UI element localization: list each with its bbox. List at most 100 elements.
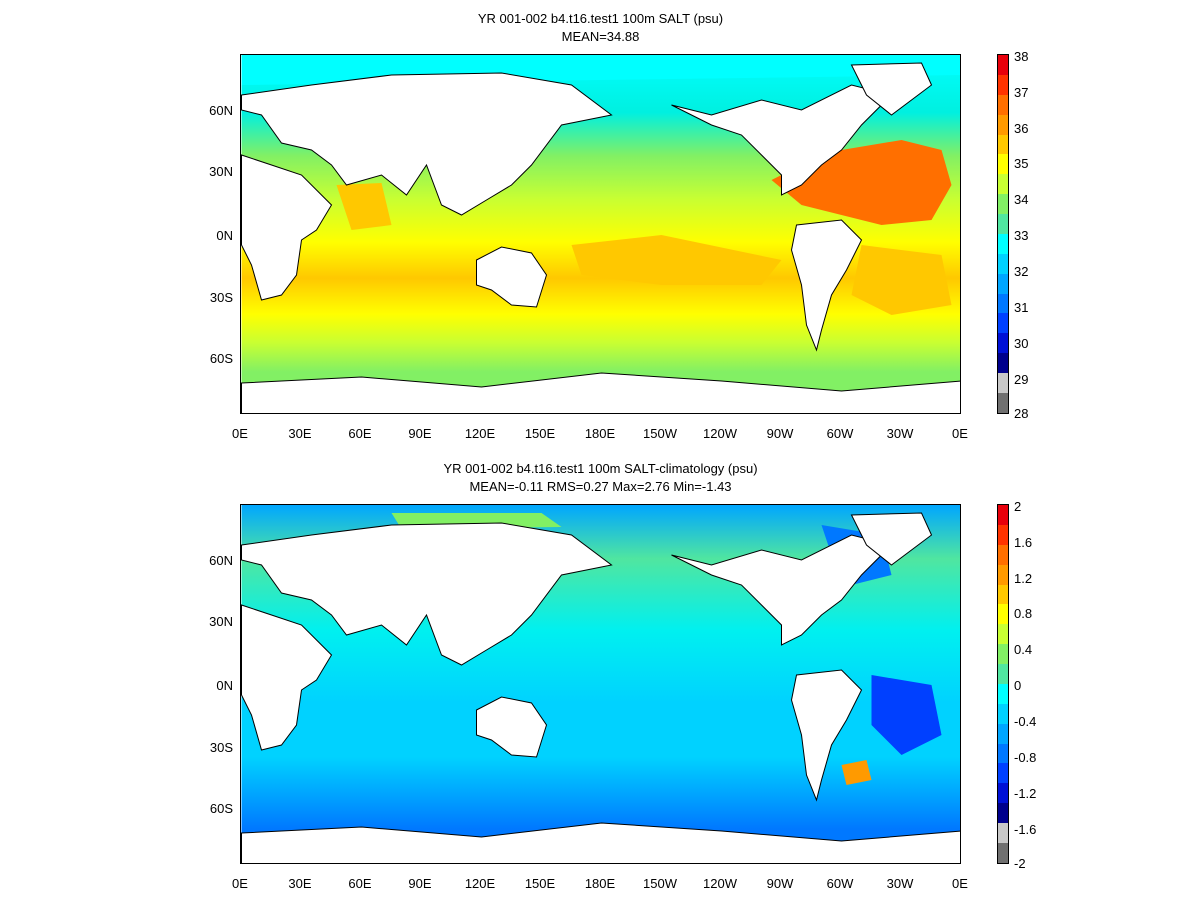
lon-label: 180E <box>584 876 616 891</box>
lat-label: 30S <box>209 740 233 755</box>
colorbar <box>997 54 1009 414</box>
colorbar <box>997 504 1009 864</box>
lon-label: 0E <box>232 876 248 891</box>
map-svg <box>241 505 960 863</box>
lon-label: 60W <box>826 426 854 441</box>
lat-label: 60S <box>209 351 233 366</box>
colorbar-segment <box>998 644 1008 664</box>
salinity-anomaly-map <box>240 504 961 864</box>
colorbar-segment <box>998 214 1008 234</box>
lat-label: 30N <box>209 164 233 179</box>
lat-label: 60N <box>209 103 233 118</box>
lat-label: 60S <box>209 801 233 816</box>
colorbar-segment <box>998 604 1008 625</box>
colorbar-label: 34 <box>1014 192 1029 207</box>
colorbar-segment <box>998 842 1008 863</box>
colorbar-segment <box>998 253 1008 274</box>
landmass-greenland <box>850 62 933 116</box>
south-atlantic-negative-anomaly <box>871 675 942 755</box>
south-atlantic-positive-anomaly <box>841 760 872 785</box>
lon-label: 120W <box>703 426 737 441</box>
landmass-africa <box>241 604 333 751</box>
colorbar-segment <box>998 373 1008 393</box>
colorbar-segment <box>998 783 1008 804</box>
colorbar-segment <box>998 353 1008 373</box>
colorbar-label: -1.6 <box>1014 822 1037 837</box>
lon-label: 120W <box>703 876 737 891</box>
lon-label: 90W <box>766 426 794 441</box>
colorbar-segment <box>998 803 1008 823</box>
colorbar-label: 36 <box>1014 121 1029 136</box>
colorbar-segment <box>998 624 1008 645</box>
colorbar-segment <box>998 174 1008 195</box>
colorbar-segment <box>998 74 1008 95</box>
landmass-australia <box>476 246 548 308</box>
colorbar-label: 37 <box>1014 85 1029 100</box>
colorbar-segment <box>998 505 1008 525</box>
map-svg <box>241 55 960 413</box>
arabian-sea-high-salinity-region <box>336 183 392 230</box>
colorbar-label: -1.2 <box>1014 786 1037 801</box>
colorbar-segment <box>998 683 1008 704</box>
colorbar-label: 33 <box>1014 228 1029 243</box>
colorbar-segment <box>998 154 1008 175</box>
lat-label: 30N <box>209 614 233 629</box>
landmass-north-america <box>671 84 893 196</box>
salinity-map <box>240 54 961 414</box>
colorbar-label: 31 <box>1014 300 1029 315</box>
lon-label: 0E <box>952 876 968 891</box>
colorbar-segment <box>998 703 1008 724</box>
colorbar-label: -0.4 <box>1014 714 1037 729</box>
landmass-south-america <box>790 669 863 802</box>
lon-label: 150W <box>643 876 677 891</box>
colorbar-label: 35 <box>1014 156 1029 171</box>
colorbar-segment <box>998 233 1008 254</box>
land <box>241 62 960 413</box>
colorbar-label: 30 <box>1014 336 1029 351</box>
colorbar-segment <box>998 763 1008 784</box>
colorbar-label: 1.6 <box>1014 535 1033 550</box>
panel-subtitle: MEAN=-0.11 RMS=0.27 Max=2.76 Min=-1.43 <box>469 479 732 494</box>
colorbar-label: 28 <box>1014 406 1029 421</box>
lon-label: 0E <box>232 426 248 441</box>
colorbar-segment <box>998 94 1008 115</box>
lon-label: 0E <box>952 426 968 441</box>
panel-subtitle: MEAN=34.88 <box>561 29 640 44</box>
lat-label: 30S <box>209 290 233 305</box>
lat-label: 60N <box>209 553 233 568</box>
lon-label: 60E <box>348 876 372 891</box>
colorbar-segment <box>998 743 1008 764</box>
lon-label: 30E <box>288 876 312 891</box>
lon-label: 90E <box>408 876 432 891</box>
south-atlantic-high-salinity-region <box>851 245 952 315</box>
landmass-antarctica <box>241 372 960 413</box>
landmass-antarctica <box>241 822 960 863</box>
colorbar-segment <box>998 664 1008 684</box>
landmass-south-america <box>790 219 863 352</box>
colorbar-segment <box>998 333 1008 354</box>
colorbar-label: 32 <box>1014 264 1029 279</box>
colorbar-label: -2 <box>1014 856 1026 871</box>
colorbar-segment <box>998 544 1008 565</box>
colorbar-segment <box>998 273 1008 294</box>
colorbar-label: 0 <box>1014 678 1022 693</box>
landmass-eurasia <box>241 522 613 666</box>
lon-label: 120E <box>464 426 496 441</box>
landmass-north-america <box>671 534 893 646</box>
colorbar-label: 38 <box>1014 49 1029 64</box>
south-pacific-high-salinity-region <box>571 235 782 285</box>
colorbar-label: 1.2 <box>1014 571 1033 586</box>
panel-title: YR 001-002 b4.t16.test1 100m SALT-climat… <box>443 461 758 476</box>
landmass-australia <box>476 696 548 758</box>
colorbar-segment <box>998 114 1008 135</box>
lon-label: 180E <box>584 426 616 441</box>
landmass-africa <box>241 154 333 301</box>
panel-title: YR 001-002 b4.t16.test1 100m SALT (psu) <box>477 11 724 26</box>
colorbar-label: 0.4 <box>1014 642 1033 657</box>
colorbar-segment <box>998 564 1008 585</box>
lon-label: 30E <box>288 426 312 441</box>
landmass-eurasia <box>241 72 613 216</box>
lon-label: 60W <box>826 876 854 891</box>
lat-label: 0N <box>216 228 233 243</box>
landmass-greenland <box>850 512 933 566</box>
